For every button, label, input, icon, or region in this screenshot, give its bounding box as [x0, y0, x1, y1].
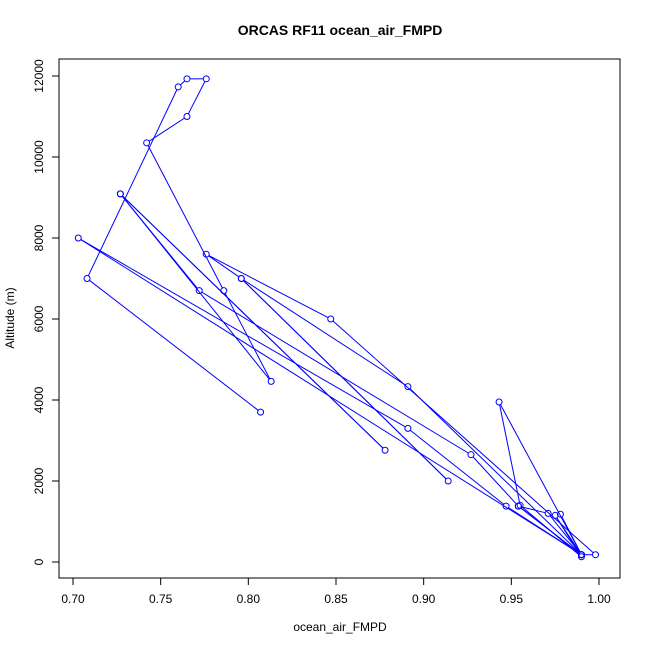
data-point	[174, 83, 182, 91]
y-axis: 0 2000 4000 6000 8000 10000 12000	[32, 59, 60, 565]
series-segment	[187, 81, 206, 115]
series-segment	[80, 239, 406, 428]
data-point	[267, 377, 275, 385]
y-tick-label: 0	[32, 558, 46, 565]
data-point	[237, 275, 245, 282]
series-segment	[520, 507, 580, 554]
data-point	[495, 398, 503, 406]
x-tick-label: 0.95	[500, 592, 524, 606]
plot-frame	[58, 58, 621, 579]
y-tick-label: 6000	[32, 305, 46, 332]
series-segment	[148, 117, 185, 142]
y-tick-label: 8000	[32, 224, 46, 251]
x-axis-label: ocean_air_FMPD	[293, 620, 387, 634]
series-segment	[243, 280, 447, 480]
series-segment	[409, 429, 505, 505]
y-tick-label: 10000	[32, 140, 46, 174]
data-point	[327, 315, 335, 323]
x-tick-label: 0.70	[61, 592, 85, 606]
data-point	[83, 275, 91, 282]
series-segment	[500, 404, 581, 553]
data-point	[556, 510, 564, 518]
data-point	[404, 424, 412, 432]
series-segment	[87, 89, 178, 277]
data-point	[467, 451, 475, 459]
data-point	[257, 408, 265, 416]
data-point	[502, 502, 510, 510]
data-point	[195, 287, 203, 295]
series-segment	[80, 239, 580, 554]
series-segment	[147, 145, 223, 289]
series-segment	[556, 517, 581, 553]
data-point	[143, 139, 151, 147]
data-point	[116, 190, 124, 198]
data-point	[577, 551, 585, 559]
y-tick-label: 4000	[32, 386, 46, 413]
data-point	[444, 477, 452, 485]
data-point	[544, 509, 552, 517]
chart-title: ORCAS RF11 ocean_air_FMPD	[238, 22, 443, 38]
data-point	[591, 551, 599, 559]
series-segment	[122, 195, 384, 449]
series-segment	[89, 279, 259, 411]
x-tick-label: 0.85	[324, 592, 348, 606]
series-segment	[332, 320, 594, 554]
data-point	[514, 502, 522, 510]
series-segment	[499, 404, 520, 503]
data-series	[74, 75, 599, 561]
series-segment	[180, 80, 186, 86]
data-point	[381, 446, 389, 454]
y-axis-label: Altitude (m)	[3, 287, 17, 348]
data-point	[551, 511, 559, 519]
data-point	[202, 250, 210, 258]
x-axis: 0.70 0.75 0.80 0.85 0.90 0.95 1.00	[61, 577, 611, 606]
data-point	[74, 234, 82, 242]
data-point	[183, 75, 191, 83]
y-tick-label: 12000	[32, 59, 46, 93]
series-segment	[472, 456, 517, 505]
data-point	[577, 553, 585, 561]
x-tick-label: 0.80	[237, 592, 261, 606]
x-tick-label: 0.75	[149, 592, 173, 606]
series-segment	[121, 195, 198, 289]
x-tick-label: 0.90	[412, 592, 436, 606]
series-segment	[521, 506, 546, 514]
data-point	[183, 113, 191, 120]
x-tick-label: 1.00	[587, 592, 611, 606]
series-segment	[208, 255, 240, 278]
series-segment	[243, 279, 406, 386]
series-segment	[409, 388, 580, 553]
data-point	[220, 287, 228, 295]
series-segment	[201, 291, 469, 454]
y-tick-label: 2000	[32, 467, 46, 494]
data-point	[404, 383, 412, 391]
data-point	[202, 75, 210, 83]
series-segment	[208, 255, 329, 319]
